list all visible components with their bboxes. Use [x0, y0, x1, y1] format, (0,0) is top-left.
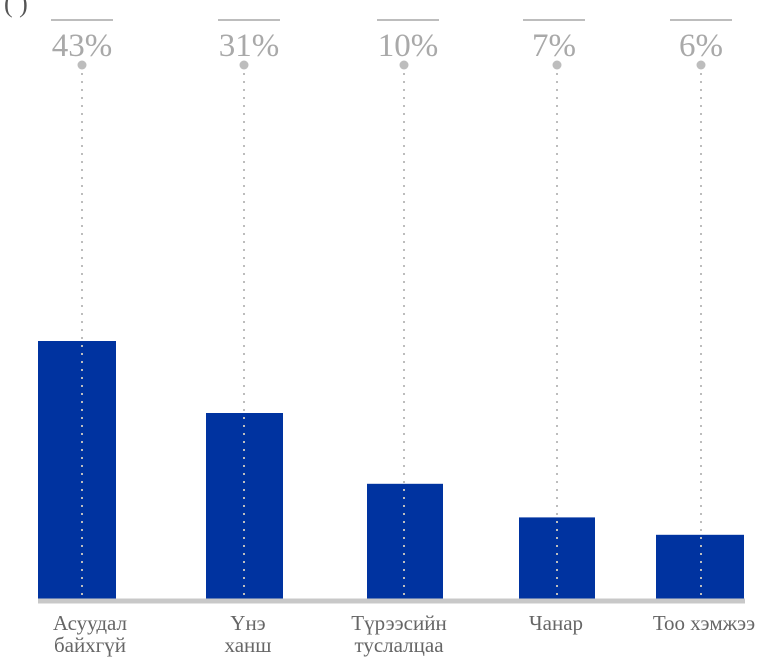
value-labels-layer: 43% 31% 10% 7% 6% [51, 19, 732, 64]
category-label: Үнэ ханш [225, 611, 272, 657]
category-label-line: Асуудал [53, 611, 127, 635]
bar [38, 341, 116, 599]
value-label: 31% [219, 28, 280, 64]
leader-dot [77, 60, 87, 70]
category-label-line: Түрээсийн [351, 611, 446, 635]
category-label-line: Чанар [529, 611, 583, 635]
chart-title-fragment: ( ) [4, 0, 28, 18]
category-label-line: байхгүй [54, 633, 126, 657]
category-label: Чанар [529, 611, 583, 635]
category-label: Тоо хэмжээ [653, 611, 755, 635]
value-label: 43% [52, 28, 113, 64]
category-label-line: туслалцаа [354, 633, 444, 657]
category-label-line: ханш [225, 633, 272, 657]
value-label: 6% [679, 28, 723, 64]
category-labels-layer: Асуудал байхгүй Үнэ ханш Түрээсийн туслалцаа Ч… [53, 611, 755, 657]
bars-layer [38, 341, 744, 599]
category-label: Түрээсийн туслалцаа [351, 611, 446, 657]
bar [367, 483, 443, 599]
category-label-line: Тоо хэмжээ [653, 611, 755, 635]
leader-dot [239, 60, 249, 70]
leaders-layer [77, 60, 706, 599]
category-label: Асуудал байхгүй [53, 611, 127, 657]
leader-dot [399, 60, 409, 70]
bar [656, 534, 744, 599]
category-label-line: Үнэ [230, 611, 265, 635]
value-label: 7% [532, 28, 576, 64]
leader-dot [696, 60, 706, 70]
value-label: 10% [378, 28, 439, 64]
leader-dot [552, 60, 562, 70]
